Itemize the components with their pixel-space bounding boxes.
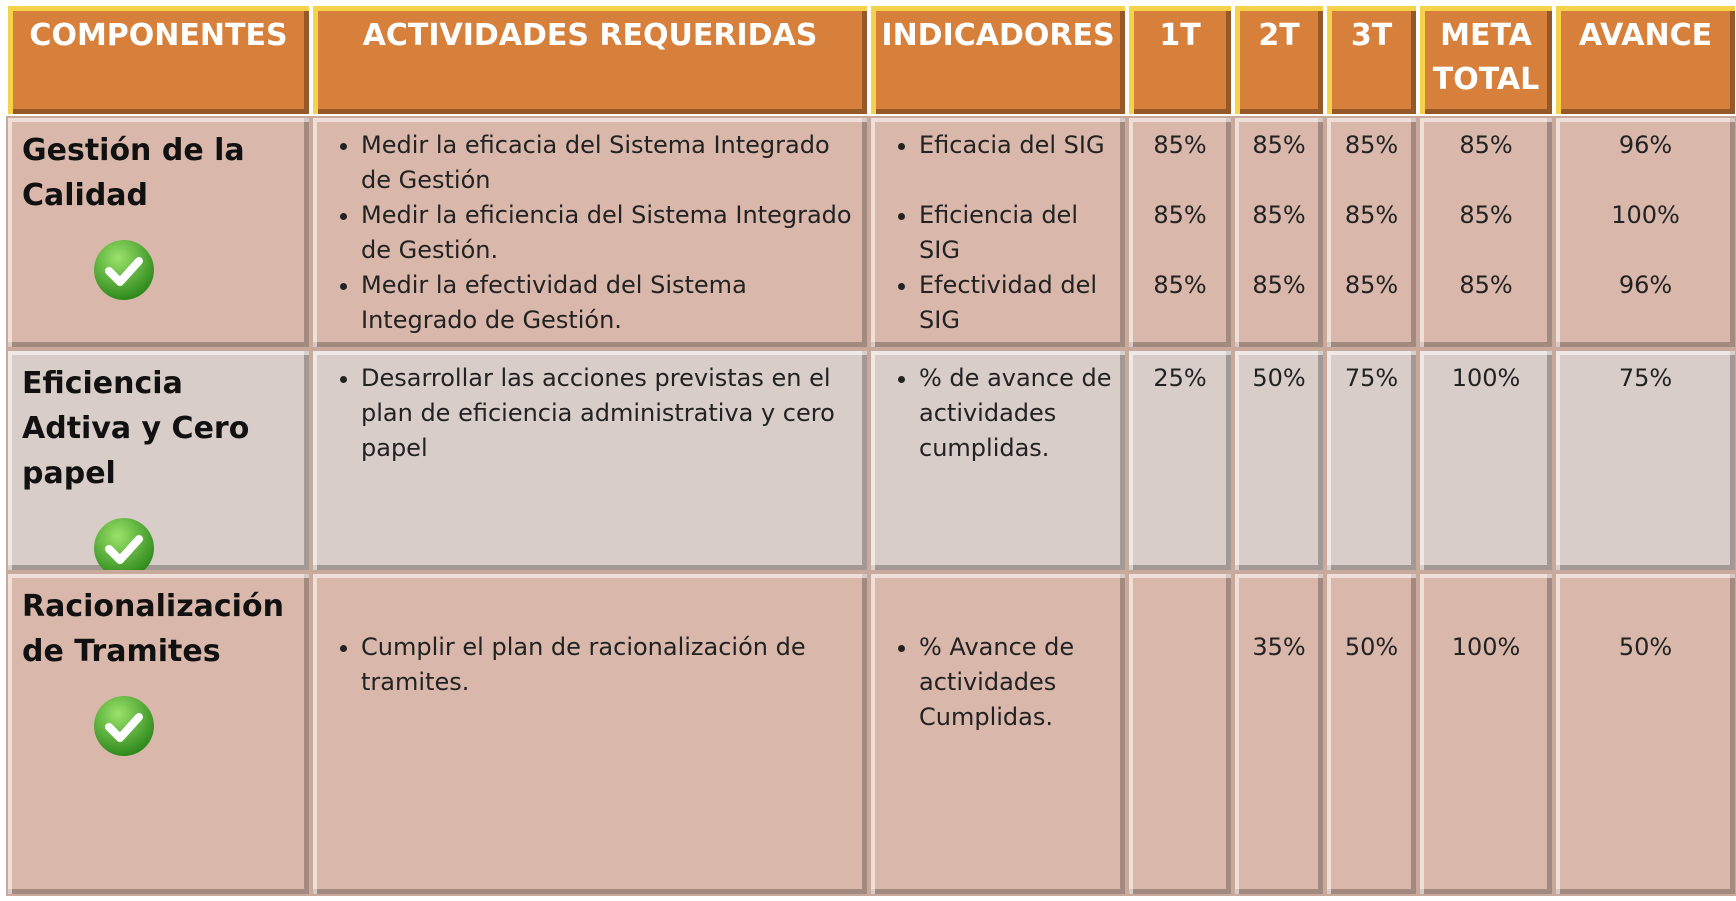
header-cell: 3T	[1327, 6, 1416, 114]
t1-value: 85%	[1153, 131, 1207, 159]
t3-values: 50%	[1337, 630, 1406, 665]
activities-cell: Medir la eficacia del Sistema Integrado …	[313, 118, 867, 347]
avance-values: 96% 100% 96%	[1566, 128, 1725, 338]
t2-value: 35%	[1252, 633, 1306, 661]
meta-values: 100%	[1430, 361, 1542, 396]
t3-cell: 75%	[1327, 351, 1416, 570]
header-cell: COMPONENTES	[8, 6, 309, 114]
activitie-item: Desarrollar las acciones previstas en el…	[361, 361, 857, 466]
t3-value: 75%	[1344, 364, 1399, 392]
avance-value: 100%	[1611, 201, 1680, 229]
activities-list: Desarrollar las acciones previstas en el…	[323, 361, 857, 466]
t3-value: 85%	[1344, 131, 1399, 159]
t1-values: 25%	[1139, 361, 1221, 396]
t1-value: 25%	[1153, 364, 1207, 392]
component-name: Gestión de la Calidad	[22, 133, 245, 213]
avance-values: 50%	[1566, 630, 1725, 665]
activitie-item: Medir la efectividad del Sistema Integra…	[361, 268, 857, 338]
avance-cell: 50%	[1556, 574, 1735, 894]
avance-cell: 96% 100% 96%	[1556, 118, 1735, 347]
component-cell: Gestión de la Calidad	[8, 118, 309, 347]
avance-cell: 75%	[1556, 351, 1735, 570]
indicator-item: Eficiencia del SIG	[919, 198, 1115, 268]
check-icon	[94, 696, 154, 756]
header-cell: ACTIVIDADES REQUERIDAS	[313, 6, 867, 114]
meta-value: 85%	[1459, 201, 1513, 229]
t2-values: 50%	[1245, 361, 1313, 396]
header-cell: 2T	[1235, 6, 1323, 114]
header-cell: META TOTAL	[1420, 6, 1552, 114]
component-cell: Racionalización de Tramites	[8, 574, 309, 894]
header-cell: 1T	[1129, 6, 1231, 114]
indicator-item: Eficacia del SIG	[919, 128, 1115, 198]
component-name: Eficiencia Adtiva y Cero papel	[22, 366, 250, 491]
activitie-item: Medir la eficacia del Sistema Integrado …	[361, 128, 857, 198]
t3-value: 50%	[1344, 633, 1399, 661]
t3-cell: 85% 85% 85%	[1327, 118, 1416, 347]
t1-cell: 85% 85% 85%	[1129, 118, 1231, 347]
meta-value: 100%	[1451, 633, 1521, 661]
t1-value: 85%	[1153, 271, 1207, 299]
indicators-list: % Avance de actividades Cumplidas.	[881, 630, 1115, 735]
t2-value: 50%	[1252, 364, 1306, 392]
table: COMPONENTES ACTIVIDADES REQUERIDAS INDICAD…	[8, 6, 1735, 894]
indicator-item: Efectividad del SIG	[919, 268, 1115, 338]
t2-values: 85% 85% 85%	[1245, 128, 1313, 338]
meta-value: 85%	[1459, 131, 1513, 159]
t2-value: 85%	[1252, 131, 1306, 159]
header-cell: INDICADORES	[871, 6, 1125, 114]
indicators-cell: % de avance de actividades cumplidas.	[871, 351, 1125, 570]
component-cell: Eficiencia Adtiva y Cero papel	[8, 351, 309, 570]
activities-list: Medir la eficacia del Sistema Integrado …	[323, 128, 857, 338]
indicator-item: % de avance de actividades cumplidas.	[919, 361, 1115, 466]
check-icon	[94, 240, 154, 300]
activities-list: Cumplir el plan de racionalización de tr…	[323, 630, 857, 700]
avance-value: 75%	[1618, 364, 1673, 392]
indicators-list: % de avance de actividades cumplidas.	[881, 361, 1115, 466]
component-name: Racionalización de Tramites	[22, 589, 284, 669]
t3-values: 85% 85% 85%	[1337, 128, 1406, 338]
avance-value: 50%	[1618, 633, 1673, 661]
t3-cell: 50%	[1327, 574, 1416, 894]
indicators-list: Eficacia del SIGEficiencia del SIGEfecti…	[881, 128, 1115, 338]
meta-cell: 100%	[1420, 351, 1552, 570]
t3-value: 85%	[1344, 201, 1399, 229]
indicators-cell: % Avance de actividades Cumplidas.	[871, 574, 1125, 894]
meta-cell: 100%	[1420, 574, 1552, 894]
header-cell: AVANCE	[1556, 6, 1735, 114]
t3-value: 85%	[1344, 271, 1399, 299]
meta-values: 100%	[1430, 630, 1542, 665]
t1-value: 85%	[1153, 201, 1207, 229]
t2-values: 35%	[1245, 630, 1313, 665]
activitie-item: Cumplir el plan de racionalización de tr…	[361, 630, 857, 700]
check-icon	[94, 518, 154, 570]
t1-values: 85% 85% 85%	[1139, 128, 1221, 338]
avance-value: 96%	[1618, 271, 1673, 299]
meta-cell: 85% 85% 85%	[1420, 118, 1552, 347]
t1-cell	[1129, 574, 1231, 894]
indicator-item: % Avance de actividades Cumplidas.	[919, 630, 1115, 735]
t2-cell: 50%	[1235, 351, 1323, 570]
t3-values: 75%	[1337, 361, 1406, 396]
t2-cell: 35%	[1235, 574, 1323, 894]
avance-value: 96%	[1618, 131, 1673, 159]
meta-value: 85%	[1459, 271, 1513, 299]
activities-cell: Cumplir el plan de racionalización de tr…	[313, 574, 867, 894]
t2-value: 85%	[1252, 271, 1306, 299]
t2-value: 85%	[1252, 201, 1306, 229]
t2-cell: 85% 85% 85%	[1235, 118, 1323, 347]
indicators-cell: Eficacia del SIGEficiencia del SIGEfecti…	[871, 118, 1125, 347]
activitie-item: Medir la eficiencia del Sistema Integrad…	[361, 198, 857, 268]
avance-values: 75%	[1566, 361, 1725, 396]
meta-value: 100%	[1451, 364, 1521, 392]
activities-cell: Desarrollar las acciones previstas en el…	[313, 351, 867, 570]
meta-values: 85% 85% 85%	[1430, 128, 1542, 338]
t1-cell: 25%	[1129, 351, 1231, 570]
